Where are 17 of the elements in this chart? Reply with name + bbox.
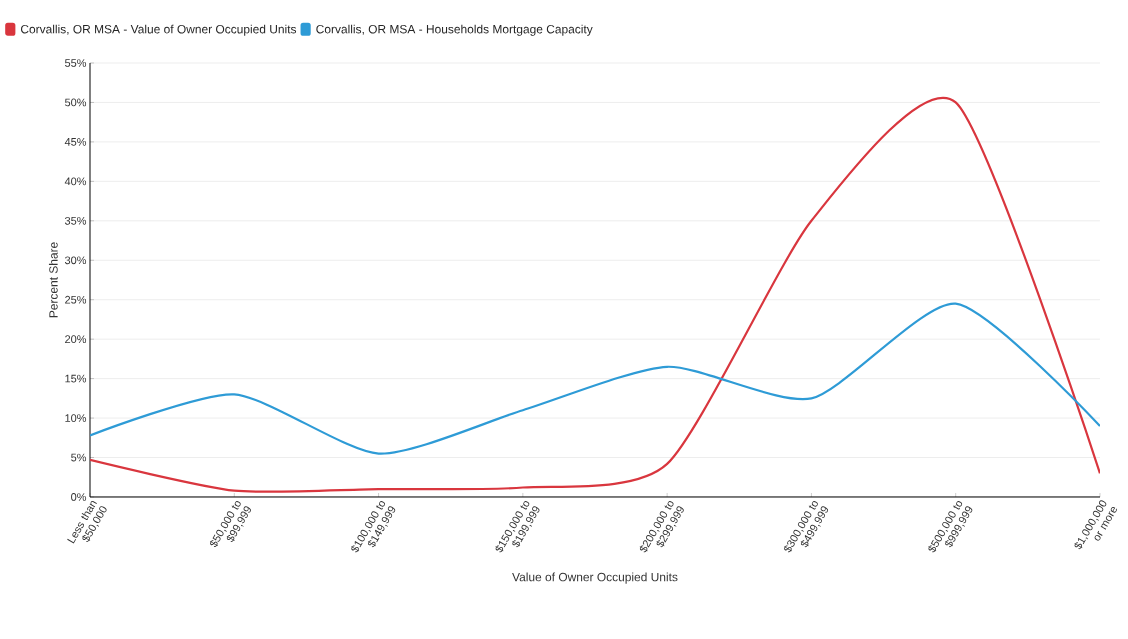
y-tick-label: 15% xyxy=(65,374,87,383)
y-tick-label: 45% xyxy=(64,138,87,146)
legend-label: Corvallis, OR MSA - Value of Owner Occupied Units xyxy=(20,24,297,36)
legend-label: Corvallis, OR MSA - Households Mortgage Capacity xyxy=(316,24,593,36)
y-tick-label: 35% xyxy=(64,216,87,225)
y-tick-label: 5% xyxy=(71,453,87,462)
y-axis-title: Percent Share xyxy=(48,242,58,318)
y-tick-label: 50% xyxy=(64,98,87,107)
y-tick-label: 55% xyxy=(64,59,87,67)
y-tick-label: 30% xyxy=(64,256,87,265)
y-tick-label: 40% xyxy=(64,177,87,186)
y-tick-label: 25% xyxy=(65,295,87,304)
y-tick-label: 0% xyxy=(71,493,87,501)
line-series xyxy=(90,302,1100,455)
y-tick-label: 20% xyxy=(65,335,87,344)
x-axis-title: Value of Owner Occupied Units xyxy=(512,572,678,584)
y-tick-label: 10% xyxy=(65,414,87,422)
